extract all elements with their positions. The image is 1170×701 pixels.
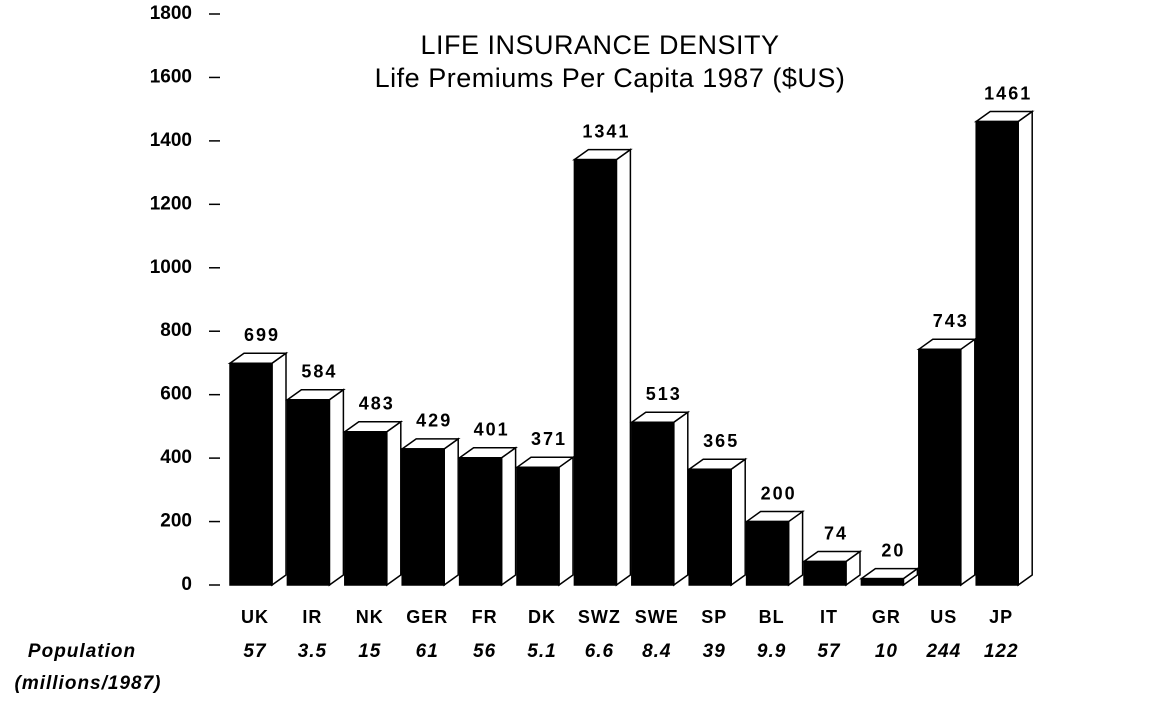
population-value: 57: [817, 641, 841, 662]
data-label: 513: [646, 384, 682, 404]
chart-title: LIFE INSURANCE DENSITY: [420, 30, 779, 60]
population-label: Population: [28, 641, 136, 662]
population-unit: (millions/1987): [15, 673, 162, 694]
population-value: 61: [416, 641, 439, 662]
bar: [344, 431, 388, 586]
data-label: 743: [933, 311, 969, 331]
population-value: 15: [358, 641, 381, 662]
bar: [803, 560, 847, 586]
y-tick-label: 1000: [150, 257, 192, 278]
bar: [458, 457, 503, 586]
bar-side: [1017, 110, 1033, 587]
x-tick-label: UK: [241, 607, 269, 627]
data-label: 371: [531, 429, 567, 449]
bar-side: [500, 446, 517, 587]
y-tick-label: 600: [160, 384, 192, 405]
population-value: 5.1: [527, 641, 556, 662]
bar: [688, 468, 732, 586]
bar: [516, 466, 560, 586]
y-tick-label: 200: [160, 511, 192, 532]
bar-side: [673, 410, 689, 587]
bar: [918, 348, 962, 586]
x-tick-label: GER: [406, 607, 448, 627]
y-tick-label: 0: [181, 574, 192, 595]
bar-side: [787, 510, 804, 587]
x-tick-label: FR: [472, 607, 498, 627]
population-value: 244: [925, 641, 961, 662]
population-value: 56: [473, 641, 496, 662]
x-tick-label: BL: [759, 607, 785, 627]
x-tick-label: GR: [872, 607, 901, 627]
data-label: 584: [301, 361, 337, 381]
bar: [745, 520, 790, 586]
x-tick-label: DK: [528, 607, 556, 627]
y-tick-label: 1600: [150, 66, 192, 87]
data-label: 365: [703, 431, 739, 451]
x-tick-label: IT: [820, 607, 838, 627]
population-value: 122: [984, 641, 1019, 662]
population-value: 57: [243, 641, 267, 662]
y-tick-label: 1200: [150, 193, 192, 214]
x-tick-label: IR: [302, 607, 322, 627]
bar: [631, 421, 675, 586]
population-value: 8.4: [642, 641, 671, 662]
x-tick-label: US: [930, 607, 957, 627]
bar-side: [271, 351, 287, 587]
x-tick-label: SP: [701, 607, 727, 627]
x-tick-label: JP: [989, 607, 1013, 627]
x-tick-label: NK: [356, 607, 384, 627]
data-label: 429: [416, 411, 452, 431]
y-tick-label: 800: [160, 320, 192, 341]
data-label: 20: [881, 540, 905, 560]
bar: [229, 362, 273, 586]
data-label: 74: [824, 523, 848, 543]
x-tick-label: SWZ: [578, 607, 621, 627]
bar-side: [328, 388, 345, 587]
population-value: 9.9: [757, 641, 786, 662]
data-label: 699: [244, 325, 280, 345]
bar-side: [615, 148, 632, 587]
y-tick-label: 1400: [150, 130, 192, 151]
y-tick-label: 400: [160, 447, 192, 468]
data-label: 200: [761, 483, 797, 503]
bar: [975, 120, 1019, 586]
population-value: 3.5: [298, 641, 327, 662]
bar-side: [443, 437, 459, 587]
y-tick-label: 1800: [150, 3, 192, 24]
bar: [286, 398, 331, 586]
bar-side: [386, 420, 402, 587]
data-label: 401: [474, 420, 510, 440]
population-value: 39: [703, 641, 726, 662]
x-tick-label: SWE: [635, 607, 679, 627]
chart-subtitle: Life Premiums Per Capita 1987 ($US): [375, 63, 846, 93]
bar: [401, 448, 445, 586]
bar-side: [730, 457, 746, 587]
bar: [573, 158, 618, 586]
bar-side: [558, 455, 574, 587]
population-value: 10: [875, 641, 898, 662]
bar: [860, 577, 905, 586]
data-label: 1461: [984, 83, 1032, 103]
bar-side: [960, 337, 976, 587]
data-label: 483: [359, 394, 395, 414]
population-value: 6.6: [585, 641, 614, 662]
data-label: 1341: [582, 121, 630, 141]
